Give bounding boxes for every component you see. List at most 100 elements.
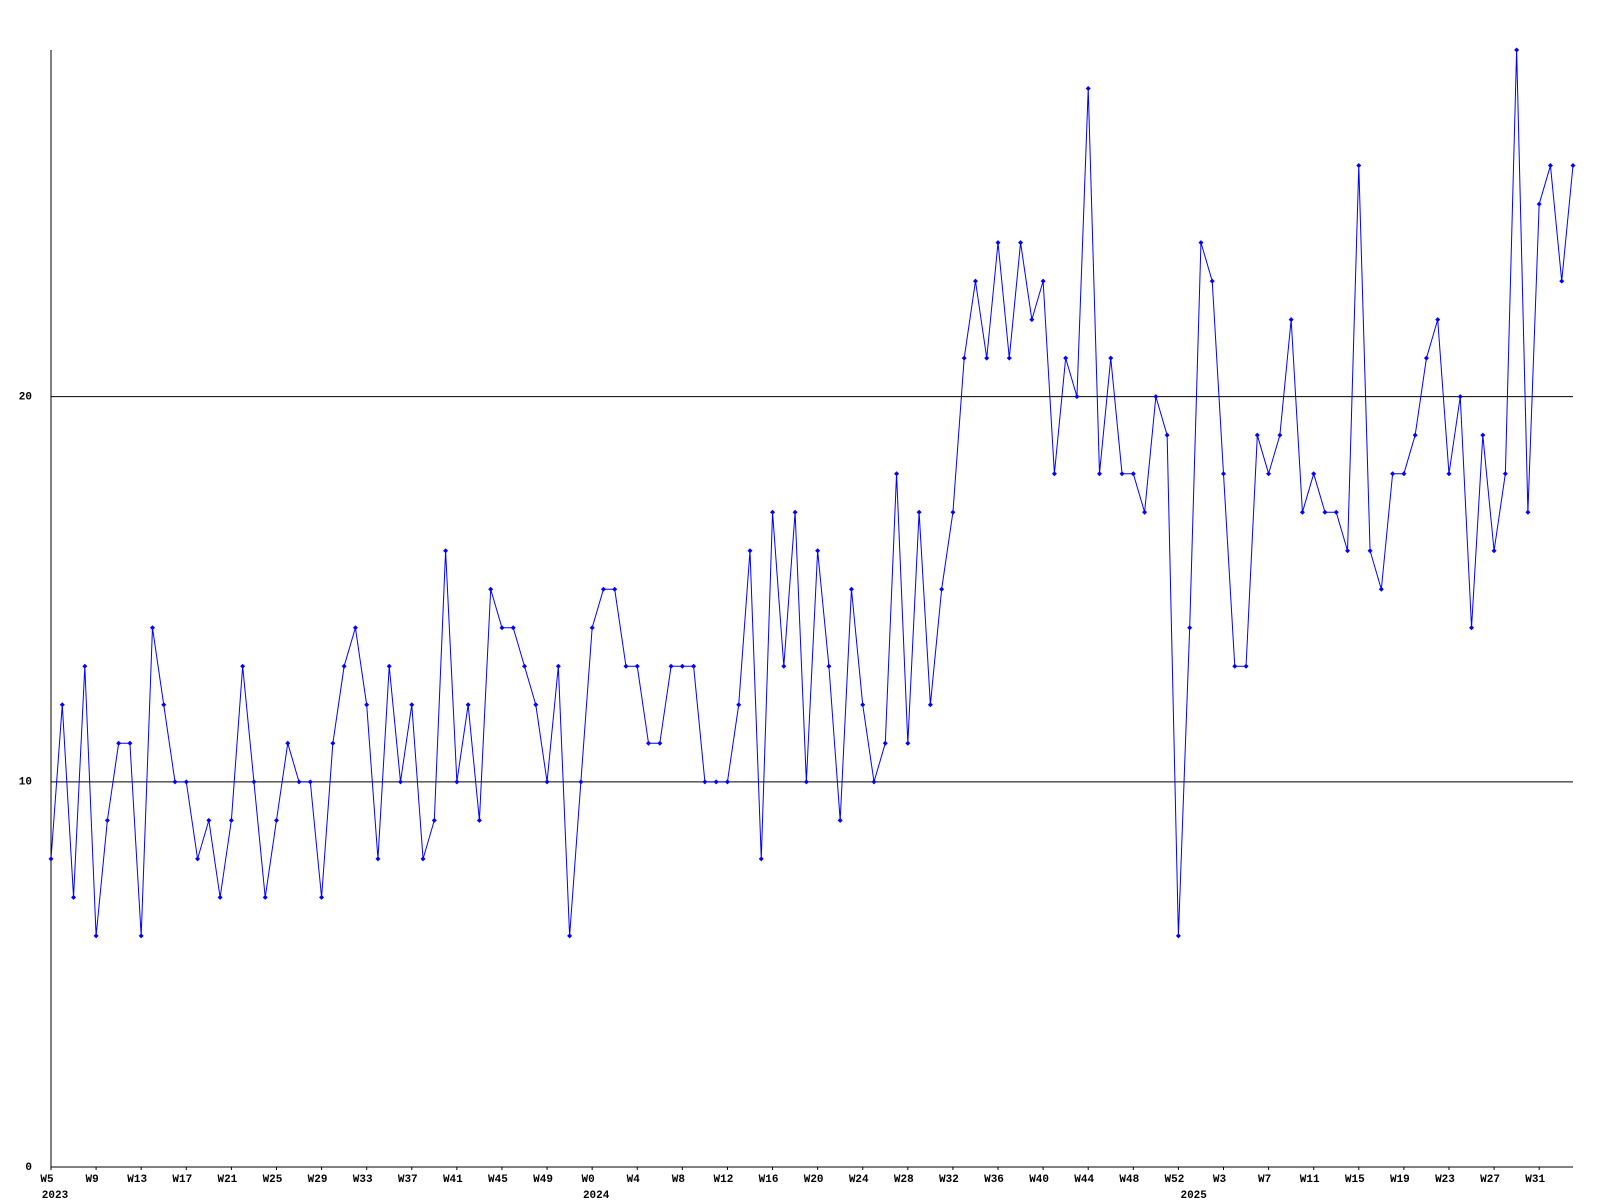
- point-marker: [82, 663, 88, 669]
- point-marker: [454, 779, 460, 785]
- point-marker: [815, 548, 821, 554]
- x-tick-label: W13: [127, 1174, 147, 1186]
- point-marker: [1536, 201, 1542, 207]
- point-marker: [1435, 317, 1441, 323]
- x-tick-label: W20: [804, 1174, 824, 1186]
- x-tick-label: W45: [488, 1174, 508, 1186]
- point-marker: [386, 663, 392, 669]
- point-marker: [330, 740, 336, 746]
- point-marker: [1018, 240, 1024, 246]
- x-tick-label: W52: [1165, 1174, 1185, 1186]
- point-marker: [1378, 586, 1384, 592]
- point-marker: [555, 663, 561, 669]
- point-marker: [724, 779, 730, 785]
- point-marker: [443, 548, 449, 554]
- point-marker: [1029, 317, 1035, 323]
- x-tick-label: W11: [1300, 1174, 1320, 1186]
- point-marker: [860, 702, 866, 708]
- point-marker: [657, 740, 663, 746]
- point-marker: [1311, 471, 1317, 477]
- point-marker: [1491, 548, 1497, 554]
- point-marker: [1153, 394, 1159, 400]
- point-marker: [319, 894, 325, 900]
- point-marker: [1288, 317, 1294, 323]
- point-marker: [172, 779, 178, 785]
- point-marker: [522, 663, 528, 669]
- point-marker: [149, 625, 155, 631]
- point-marker: [104, 817, 110, 823]
- point-marker: [364, 702, 370, 708]
- point-marker: [1469, 625, 1475, 631]
- point-marker: [792, 509, 798, 515]
- point-marker: [251, 779, 257, 785]
- series-line: [50, 49, 1574, 936]
- point-marker: [1175, 933, 1181, 939]
- point-marker: [927, 702, 933, 708]
- x-tick-label: W44: [1074, 1174, 1094, 1186]
- x-tick-label: W48: [1119, 1174, 1139, 1186]
- point-marker: [758, 856, 764, 862]
- point-marker: [1333, 509, 1339, 515]
- x-tick-label: W17: [172, 1174, 192, 1186]
- point-marker: [848, 586, 854, 592]
- x-tick-label: W41: [443, 1174, 463, 1186]
- point-marker: [736, 702, 742, 708]
- x-tick-label: W28: [894, 1174, 914, 1186]
- point-marker: [600, 586, 606, 592]
- point-marker: [702, 779, 708, 785]
- point-marker: [1108, 355, 1114, 361]
- point-marker: [93, 933, 99, 939]
- point-marker: [1063, 355, 1069, 361]
- point-marker: [1209, 278, 1215, 284]
- x-tick-label: W16: [759, 1174, 779, 1186]
- point-marker: [905, 740, 911, 746]
- y-tick-label: 20: [19, 392, 32, 404]
- point-marker: [397, 779, 403, 785]
- point-marker: [634, 663, 640, 669]
- point-marker: [1525, 509, 1531, 515]
- x-tick-label: W49: [533, 1174, 553, 1186]
- point-marker: [1198, 240, 1204, 246]
- point-marker: [127, 740, 133, 746]
- point-marker: [183, 779, 189, 785]
- point-marker: [995, 240, 1001, 246]
- point-marker: [285, 740, 291, 746]
- x-tick-label: W33: [353, 1174, 373, 1186]
- point-marker: [871, 779, 877, 785]
- point-marker: [465, 702, 471, 708]
- point-marker: [195, 856, 201, 862]
- x-tick-label: W5: [40, 1174, 54, 1186]
- point-marker: [1367, 548, 1373, 554]
- point-marker: [161, 702, 167, 708]
- point-marker: [1514, 47, 1520, 53]
- point-marker: [533, 702, 539, 708]
- point-marker: [668, 663, 674, 669]
- x-tick-label: W40: [1029, 1174, 1049, 1186]
- x-tick-label: W29: [308, 1174, 328, 1186]
- point-marker: [138, 933, 144, 939]
- point-marker: [217, 894, 223, 900]
- point-marker: [1221, 471, 1227, 477]
- point-marker: [240, 663, 246, 669]
- x-tick-label: W37: [398, 1174, 418, 1186]
- point-marker: [770, 509, 776, 515]
- point-marker: [1266, 471, 1272, 477]
- point-marker: [1187, 625, 1193, 631]
- point-marker: [578, 779, 584, 785]
- year-label: 2024: [583, 1190, 610, 1200]
- point-marker: [826, 663, 832, 669]
- point-marker: [1457, 394, 1463, 400]
- point-marker: [961, 355, 967, 361]
- point-marker: [48, 856, 54, 862]
- point-marker: [1502, 471, 1508, 477]
- point-marker: [296, 779, 302, 785]
- point-marker: [803, 779, 809, 785]
- point-marker: [1480, 432, 1486, 438]
- x-tick-label: W21: [217, 1174, 237, 1186]
- point-marker: [352, 625, 358, 631]
- point-marker: [589, 625, 595, 631]
- point-marker: [307, 779, 313, 785]
- point-marker: [273, 817, 279, 823]
